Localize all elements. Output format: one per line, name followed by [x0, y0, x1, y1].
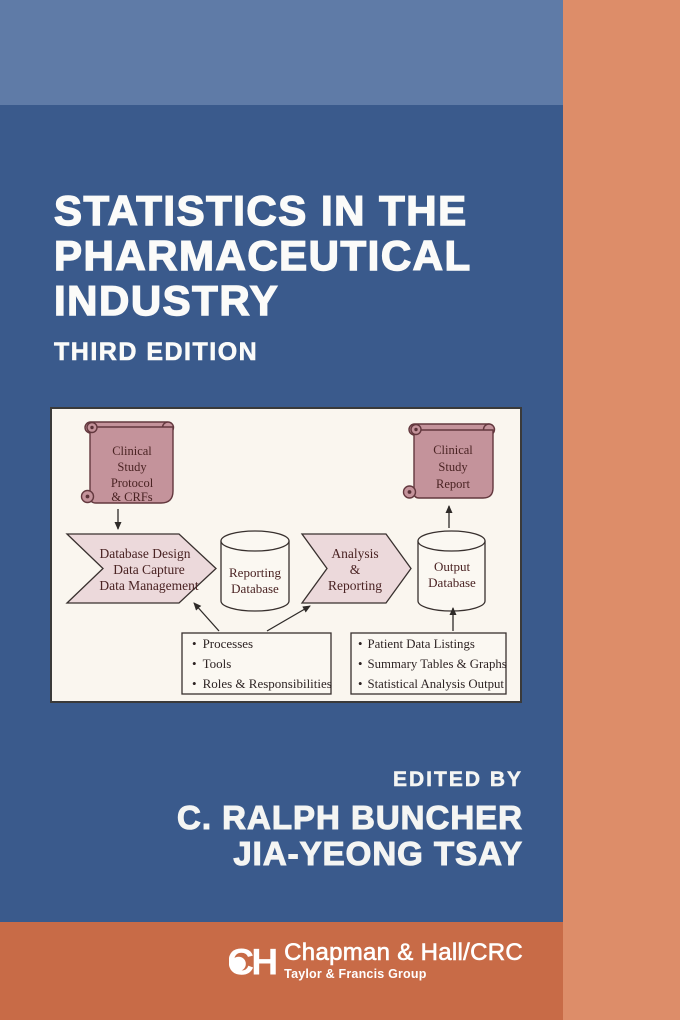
- output-database-line: Database: [428, 575, 476, 590]
- protocol-scroll-line: Clinical: [112, 444, 152, 458]
- monogram-letters: CH: [229, 940, 276, 982]
- book-title: STATISTICS IN THE PHARMACEUTICAL INDUSTR…: [53, 187, 472, 367]
- process-list-item: • Processes: [192, 636, 253, 651]
- output-list-item: • Summary Tables & Graphs: [358, 657, 507, 671]
- bullet-icon: •: [192, 656, 197, 671]
- title-line-3: INDUSTRY: [53, 277, 280, 324]
- reporting-database-cylinder: Reporting Database: [220, 530, 290, 612]
- bullet-icon: •: [358, 657, 362, 671]
- bullet-icon: •: [192, 636, 197, 651]
- output-database-cylinder: Output Database: [417, 530, 486, 612]
- report-scroll-line: Clinical: [433, 443, 473, 457]
- output-database-line: Output: [434, 559, 471, 574]
- title-line-2: PHARMACEUTICAL: [53, 232, 472, 279]
- diagonal-arrow-left-icon: [193, 602, 220, 632]
- output-list-item: • Statistical Analysis Output: [358, 677, 504, 691]
- editor-name-2: JIA-YEONG TSAY: [233, 835, 523, 872]
- diagonal-arrow-right-icon: [266, 605, 311, 632]
- clinical-report-scroll-icon: Clinical Study Report: [402, 423, 496, 499]
- data-management-line: Data Management: [99, 578, 199, 593]
- analysis-arrow-line: Reporting: [328, 578, 382, 593]
- editor-names: C. RALPH BUNCHER JIA-YEONG TSAY: [176, 799, 523, 872]
- analysis-arrow-line: &: [350, 562, 361, 577]
- chapman-hall-crc-monogram-icon: CH: [229, 940, 277, 982]
- reporting-database-line: Reporting: [229, 565, 281, 580]
- byline-block: EDITED BY C. RALPH BUNCHER JIA-YEONG TSA…: [176, 768, 523, 872]
- bullet-icon: •: [358, 637, 362, 651]
- header-band: [0, 0, 563, 105]
- title-line-1: STATISTICS IN THE: [53, 187, 468, 234]
- output-list-box: • Patient Data Listings • Summary Tables &…: [350, 632, 507, 695]
- protocol-scroll-line: Protocol: [111, 476, 154, 490]
- protocol-scroll-line: & CRFs: [111, 490, 152, 504]
- process-list-item: • Roles & Responsibilities: [192, 676, 332, 691]
- workflow-diagram-panel: Clinical Study Protocol & CRFs Clinical …: [50, 407, 522, 703]
- process-list-box: • Processes • Tools • Roles & Responsibilit…: [181, 632, 332, 695]
- report-scroll-line: Study: [438, 460, 468, 474]
- editor-name-1: C. RALPH BUNCHER: [176, 799, 523, 836]
- data-management-line: Data Capture: [113, 562, 185, 577]
- right-accent-strip: [563, 0, 680, 1020]
- analysis-reporting-arrow-shape: Analysis & Reporting: [300, 533, 412, 604]
- process-list-item: • Tools: [192, 656, 231, 671]
- publisher-logo: CH Chapman & Hall/CRC Taylor & Francis G…: [229, 938, 523, 984]
- bullet-icon: •: [358, 677, 362, 691]
- report-scroll-line: Report: [436, 477, 471, 491]
- publisher-band: [0, 922, 563, 1020]
- data-management-line: Database Design: [99, 546, 190, 561]
- publisher-text: Chapman & Hall/CRC Taylor & Francis Grou…: [284, 938, 523, 981]
- analysis-arrow-line: Analysis: [331, 546, 378, 561]
- workflow-diagram: Clinical Study Protocol & CRFs Clinical …: [65, 421, 507, 695]
- output-list-item: • Patient Data Listings: [358, 637, 475, 651]
- edited-by-label: EDITED BY: [392, 768, 523, 792]
- protocol-scroll-line: Study: [117, 460, 147, 474]
- clinical-protocol-scroll-icon: Clinical Study Protocol & CRFs: [80, 421, 175, 504]
- edition-label: THIRD EDITION: [54, 338, 259, 367]
- bullet-icon: •: [192, 676, 197, 691]
- data-management-arrow-shape: Database Design Data Capture Data Manage…: [65, 533, 217, 604]
- publisher-group: Taylor & Francis Group: [284, 967, 427, 981]
- reporting-database-line: Database: [231, 581, 279, 596]
- publisher-name: Chapman & Hall/CRC: [284, 939, 523, 966]
